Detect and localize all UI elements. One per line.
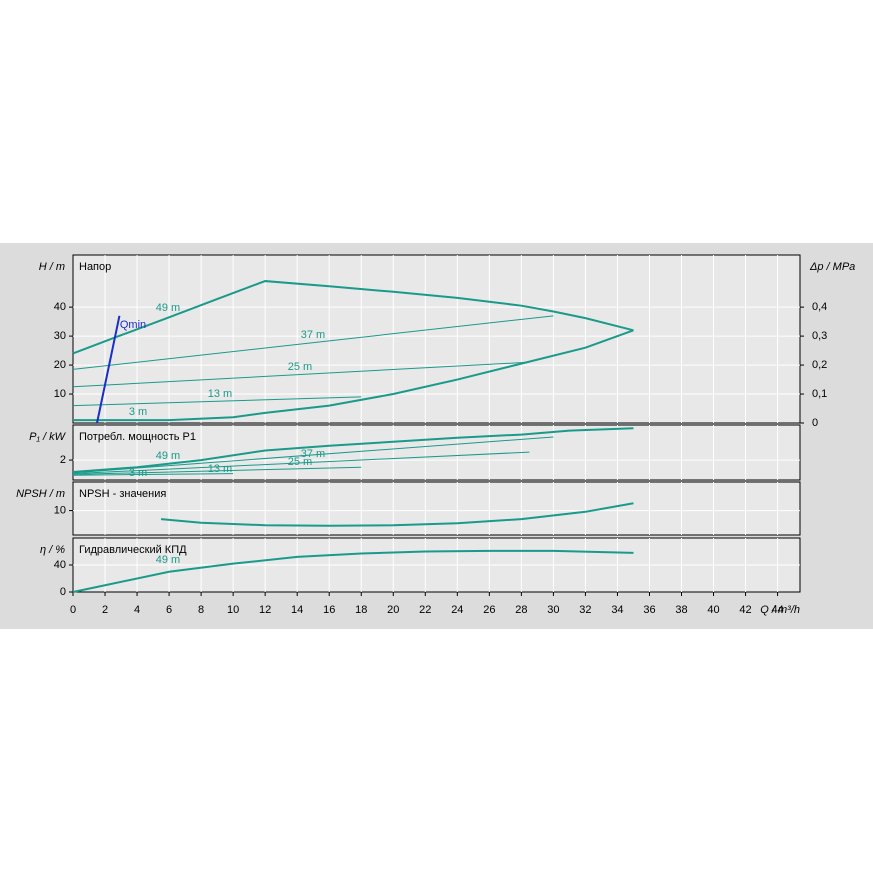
x-axis-label: Q / m³/h: [760, 604, 800, 616]
curve-label: 3 m: [129, 406, 147, 418]
curve: [72, 396, 362, 407]
y-axis-label: η / %: [40, 544, 65, 556]
curve-label: 37 m: [301, 329, 325, 341]
x-tick-label: 12: [259, 604, 271, 616]
x-tick-label: 16: [323, 604, 335, 616]
y-tick-label: 30: [54, 330, 66, 342]
y2-tick-label: 0,2: [812, 359, 827, 371]
curve-label: 37 m: [301, 448, 325, 460]
x-tick-label: 26: [483, 604, 495, 616]
curve: [72, 451, 530, 475]
curve-label: 49 m: [156, 450, 180, 462]
plot-area: [72, 254, 801, 424]
y-axis-label: P₁ / kW: [29, 431, 66, 443]
x-tick-label: 8: [198, 604, 204, 616]
y2-axis-label: Δp / MPa: [809, 261, 855, 273]
curve-label: 25 m: [288, 456, 312, 468]
panel-title: Потребл. мощность P1: [79, 431, 196, 443]
y2-tick-label: 0,1: [812, 388, 827, 400]
y-axis-label: NPSH / m: [16, 488, 65, 500]
x-tick-label: 38: [675, 604, 687, 616]
x-tick-label: 14: [291, 604, 303, 616]
y2-tick-label: 0,4: [812, 301, 827, 313]
x-tick-label: 32: [579, 604, 591, 616]
x-tick-label: 44: [771, 604, 783, 616]
curve: [72, 549, 634, 593]
y-tick-label: 40: [54, 301, 66, 313]
x-tick-label: 24: [451, 604, 463, 616]
x-tick-label: 42: [739, 604, 751, 616]
x-tick-label: 34: [611, 604, 623, 616]
x-tick-label: 10: [227, 604, 239, 616]
x-tick-label: 28: [515, 604, 527, 616]
plot-area: [72, 481, 801, 536]
curve: [72, 473, 234, 476]
y2-tick-label: 0,3: [812, 330, 827, 342]
curve: [73, 329, 634, 422]
curve-label: 13 m: [208, 463, 232, 475]
y-tick-label: 10: [54, 504, 66, 516]
curve: [160, 502, 634, 527]
y-tick-label: 20: [54, 359, 66, 371]
y-tick-label: 2: [60, 454, 66, 466]
x-tick-label: 2: [102, 604, 108, 616]
y-tick-label: 0: [60, 586, 66, 598]
curve: [72, 280, 634, 355]
x-tick-label: 22: [419, 604, 431, 616]
curve: [72, 436, 554, 474]
curve: [96, 315, 121, 424]
x-tick-label: 30: [547, 604, 559, 616]
curve-label: 49 m: [156, 554, 180, 566]
curve: [72, 427, 634, 474]
y2-tick-label: 0: [812, 417, 818, 429]
curve: [72, 361, 530, 388]
y-axis-label: H / m: [39, 261, 65, 273]
curve-label: 3 m: [129, 467, 147, 479]
curve: [72, 315, 554, 370]
curve-label: 13 m: [208, 388, 232, 400]
panel-title: Напор: [79, 261, 111, 273]
plot-area: [72, 424, 801, 481]
x-tick-label: 4: [134, 604, 140, 616]
panel-title: NPSH - значения: [79, 488, 166, 500]
x-tick-label: 36: [643, 604, 655, 616]
y-tick-label: 10: [54, 388, 66, 400]
panel-title: Гидравлический КПД: [79, 544, 187, 556]
x-tick-label: 40: [707, 604, 719, 616]
curve-label: Qmin: [120, 319, 146, 331]
x-tick-label: 6: [166, 604, 172, 616]
curve: [72, 466, 362, 475]
y-tick-label: 40: [54, 559, 66, 571]
x-tick-label: 0: [70, 604, 76, 616]
curve-label: 49 m: [156, 302, 180, 314]
x-tick-label: 18: [355, 604, 367, 616]
x-tick-label: 20: [387, 604, 399, 616]
curve-label: 25 m: [288, 361, 312, 373]
